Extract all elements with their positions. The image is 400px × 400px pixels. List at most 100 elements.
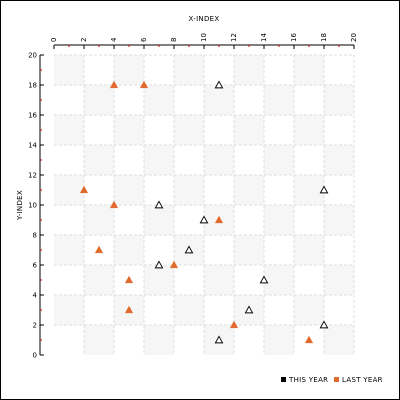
x-tick-label: 14 [260,33,268,42]
plot-band [144,85,174,115]
plot-band [174,55,204,85]
plot-band [324,265,354,295]
x-tick-label: 6 [140,37,148,42]
plot-band [234,115,264,145]
plot-band [114,235,144,265]
y-tick-label: 16 [28,112,37,120]
y-tick-label: 8 [33,232,37,240]
point-last-year [109,200,119,209]
point-last-year [304,335,314,344]
plot-band [84,325,114,355]
plot-band [204,85,234,115]
plot-band [84,145,114,175]
plot-band [264,85,294,115]
y-tick-label: 20 [28,52,37,60]
x-tick-label: 16 [290,33,298,42]
point-last-year [169,260,179,269]
plot-band [294,115,324,145]
y-tick-label: 18 [28,82,37,90]
plot-band [54,295,84,325]
y-tick-label: 2 [33,322,37,330]
point-this-year [244,305,254,314]
plot-band [264,205,294,235]
point-last-year [109,80,119,89]
plot-band [114,55,144,85]
plot-band [204,265,234,295]
legend-swatch-this-year [281,377,286,382]
plot-band [144,145,174,175]
x-axis-title: X-INDEX [189,15,220,23]
plot-band [114,115,144,145]
point-this-year [154,200,164,209]
point-last-year [124,305,134,314]
plot-band [174,115,204,145]
plot-band [294,295,324,325]
point-last-year [94,245,104,254]
x-tick-label: 4 [110,37,118,42]
plot-band [144,325,174,355]
data-points [79,80,329,344]
y-tick-label: 12 [28,172,37,180]
grid-lines [54,54,355,355]
plot-band [144,205,174,235]
plot-band [144,265,174,295]
y-tick-label: 4 [33,292,38,300]
legend-swatch-last-year [334,377,339,382]
x-tick-label: 10 [200,33,208,42]
legend-label-this-year: THIS YEAR [288,376,328,384]
plot-band [324,145,354,175]
point-this-year [319,320,329,329]
plot-band [54,115,84,145]
plot-band [114,175,144,205]
point-this-year [184,245,194,254]
plot-band [294,235,324,265]
plot-band [54,175,84,205]
x-tick-label: 8 [170,38,178,42]
point-this-year [214,80,224,89]
axes [39,44,355,356]
plot-band [174,295,204,325]
legend-label-last-year: LAST YEAR [342,376,383,384]
plot-band [54,55,84,85]
x-tick-label: 2 [80,38,88,42]
x-tick-label: 0 [50,38,58,42]
point-last-year [229,320,239,329]
point-last-year [79,185,89,194]
plot-band [204,145,234,175]
plot-band [264,145,294,175]
plot-band [294,55,324,85]
plot-band [84,265,114,295]
plot-band [84,205,114,235]
plot-band [324,85,354,115]
point-last-year [139,80,149,89]
point-last-year [124,275,134,284]
plot-background-bands [54,55,354,355]
plot-band [264,265,294,295]
y-tick-label: 0 [33,352,37,360]
plot-band [84,85,114,115]
plot-band [324,205,354,235]
point-this-year [319,185,329,194]
plot-band [294,175,324,205]
plot-band [324,325,354,355]
plot-band [54,235,84,265]
x-tick-label: 12 [230,33,238,42]
point-this-year [259,275,269,284]
x-tick-label: 20 [350,33,358,42]
tick-labels: 0 2 4 6 8 10 12 14 16 18 20 0 2 4 6 8 10 12 14 16 18 20 [28,33,358,360]
y-axis-title: Y-INDEX [16,190,24,221]
plot-band [264,325,294,355]
plot-band [234,55,264,85]
point-this-year [199,215,209,224]
point-this-year [154,260,164,269]
y-tick-label: 6 [33,262,38,270]
legend: THIS YEAR LAST YEAR [281,376,383,384]
point-last-year [214,215,224,224]
x-tick-label: 18 [320,33,328,42]
plot-band [234,175,264,205]
plot-band [174,175,204,205]
y-tick-label: 10 [28,202,37,210]
point-this-year [214,335,224,344]
plot-band [234,235,264,265]
